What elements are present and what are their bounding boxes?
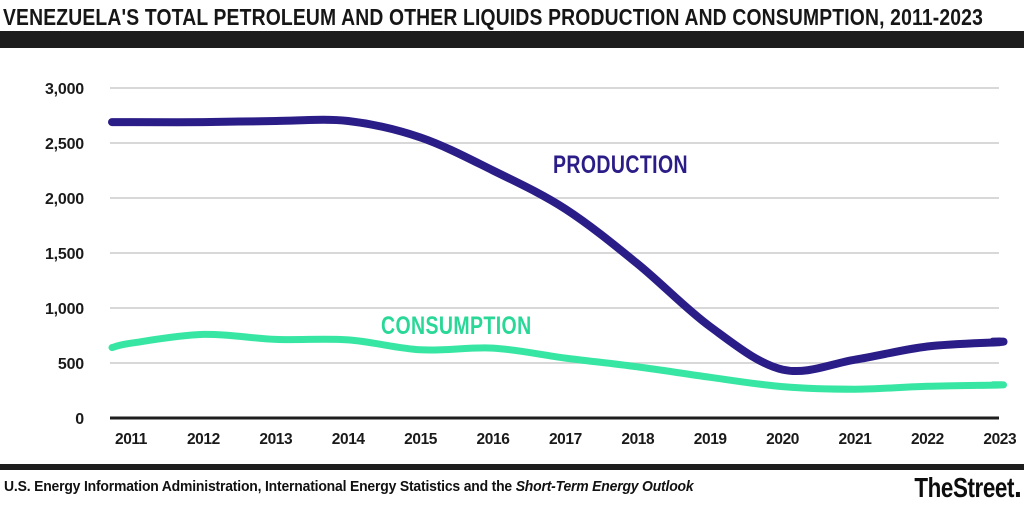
consumption-line [108,330,1007,393]
x-axis-tick-label: 2014 [332,431,366,448]
x-axis-tick-label: 2013 [259,431,293,448]
x-axis-tick-label: 2017 [549,431,582,448]
y-axis-tick-label: 1,000 [45,301,84,318]
x-axis-tick-label: 2012 [187,431,220,448]
x-axis-tick-label: 2022 [911,431,944,448]
x-axis-tick-label: 2018 [621,431,655,448]
y-axis-tick-label: 1,500 [45,246,84,263]
x-axis-tick-label: 2011 [115,431,148,448]
consumption-series-label: CONSUMPTION [381,312,532,340]
x-axis-tick-label: 2016 [477,431,511,448]
production-series-label: PRODUCTION [553,151,688,179]
brand-logo: TheStreet [915,472,1020,504]
x-axis-tick-label: 2019 [694,431,728,448]
source-text: U.S. Energy Information Administration, … [4,478,516,495]
x-axis-tick-label: 2023 [983,431,1017,448]
title-divider-bar [0,31,1024,48]
y-axis-tick-label: 500 [58,356,84,373]
footer-divider-bar [0,464,1024,470]
x-axis-tick-label: 2015 [404,431,438,448]
brand-name: TheStreet [914,472,1015,503]
y-axis-tick-label: 0 [75,411,84,428]
source-attribution: U.S. Energy Information Administration, … [4,478,841,495]
x-axis-tick-label: 2021 [839,431,873,448]
y-axis-tick-label: 3,000 [45,81,84,98]
brand-dot-icon [1016,492,1020,497]
production-line [108,115,1008,376]
y-axis-tick-label: 2,500 [45,136,84,153]
y-axis-tick-label: 2,000 [45,191,84,208]
chart-title: VENEZUELA'S TOTAL PETROLEUM AND OTHER LI… [3,4,984,30]
source-text-italic: Short-Term Energy Outlook [515,478,694,495]
x-axis-tick-label: 2020 [766,431,799,448]
